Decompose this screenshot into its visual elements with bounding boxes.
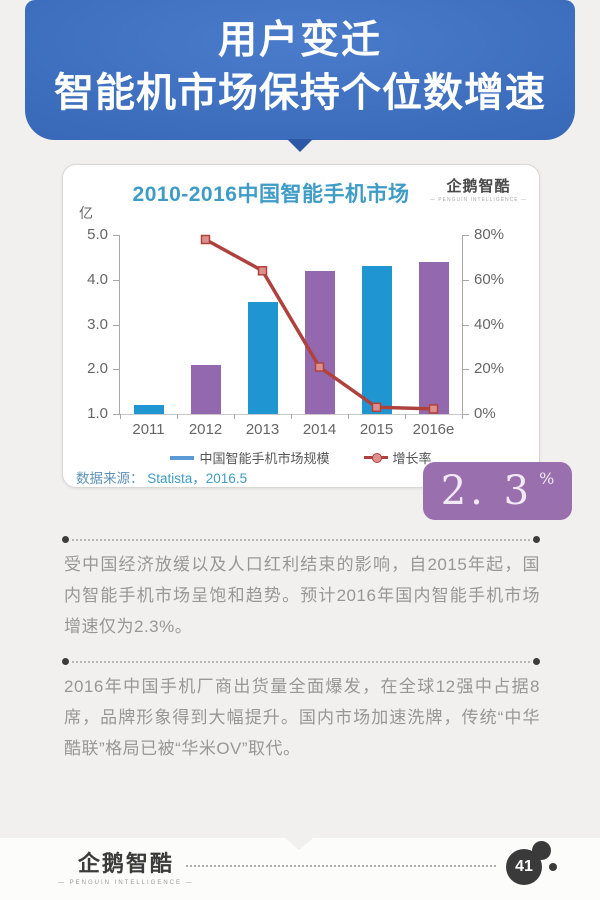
x-axis-label: 2012 (188, 421, 223, 438)
y-axis-unit-label: 亿 (79, 205, 93, 221)
y-axis-left-tick (113, 279, 120, 281)
data-source: 数据来源： Statista，2016.5 (76, 467, 247, 487)
x-axis-tick (120, 414, 121, 419)
separator-end-dot (533, 536, 540, 543)
chart-legend: 中国智能手机市场规模 增长率 (63, 448, 539, 467)
y-axis-left-label: 3.0 (87, 315, 108, 333)
growth-rate-line (200, 234, 439, 414)
footer-logo-text: 企鹅智酷 (77, 851, 174, 876)
logo-text: 企鹅智酷 (446, 178, 511, 195)
page-number-badge: 41 (506, 849, 542, 885)
chart-title: 2010-2016中国智能手机市场 (132, 183, 410, 206)
y-axis-left-tick (113, 369, 120, 371)
y-axis-left-tick (113, 414, 120, 415)
x-axis-tick (291, 414, 292, 419)
y-axis-right-tick (462, 369, 469, 371)
footer-dotted-line (186, 865, 496, 867)
y-axis-left-tick (113, 235, 120, 236)
separator-dotted-line (72, 538, 530, 541)
growth-rate-value: 2. 3 (440, 468, 534, 514)
bar-2015 (361, 266, 392, 414)
chart-card: 2010-2016中国智能手机市场 企鹅智酷 — PENGUIN INTELLI… (62, 164, 540, 488)
body-paragraph-2: 2016年中国手机厂商出货量全面爆发，在全球12强中占据8席，品牌形象得到大幅提… (64, 677, 540, 758)
x-axis-tick (462, 414, 463, 419)
logo-subtext: — PENGUIN INTELLIGENCE — (429, 197, 527, 203)
chart-plot-area: 2011 2012 2013 2014 2015 2016e 5.0 4.0 3.0 2.0 1.0… (87, 226, 504, 438)
header-title-line1: 用户变迁 (217, 19, 382, 62)
bar-2014 (304, 270, 335, 414)
line-marker (428, 404, 439, 414)
y-axis-left-label: 1.0 (87, 405, 108, 422)
y-axis-left-tick (113, 324, 120, 326)
x-axis-label: 2015 (359, 421, 394, 438)
bar-2012 (190, 364, 221, 414)
y-axis-left-label: 2.0 (87, 360, 108, 378)
separator-dotted-line (72, 660, 530, 663)
growth-rate-percent-sign: % (539, 469, 555, 488)
bar-2011 (133, 405, 164, 414)
y-axis-left-label: 4.0 (87, 270, 108, 288)
data-source-prefix: 数据来源： (76, 471, 144, 486)
data-source-value: Statista，2016.5 (147, 471, 248, 486)
legend-bar-swatch (170, 455, 195, 460)
separator-end-dot (62, 536, 69, 543)
growth-rate-badge: 2. 3 % (423, 462, 572, 520)
y-axis-right-tick (462, 414, 469, 415)
y-axis-right-label: 20% (474, 360, 505, 378)
line-marker (371, 402, 382, 413)
legend-bar-label: 中国智能手机市场规模 (199, 451, 330, 466)
y-axis-right-label: 80% (474, 226, 505, 243)
bar-2013 (247, 302, 278, 414)
y-axis-right-label: 40% (474, 315, 505, 333)
x-axis-label: 2014 (302, 421, 337, 438)
dotted-separator (62, 658, 540, 665)
legend-line-swatch (363, 453, 388, 463)
y-axis-right-tick (462, 279, 469, 281)
bar-2016e (418, 261, 449, 414)
line-marker (314, 362, 325, 372)
y-axis-right-tick (462, 235, 469, 236)
separator-end-dot (62, 658, 69, 665)
separator-end-dot (533, 658, 540, 665)
x-axis-label: 2011 (132, 421, 165, 438)
x-axis-tick (405, 414, 406, 419)
legend-item-market-size: 中国智能手机市场规模 (170, 448, 330, 467)
legend-line-label: 增长率 (392, 451, 432, 466)
header-title-line2: 智能机市场保持个位数增速 (54, 71, 546, 115)
y-axis-right-tick (462, 324, 469, 326)
legend-item-growth-rate: 增长率 (363, 448, 432, 467)
footer-logo-subtext: — PENGUIN INTELLIGENCE — (58, 880, 194, 886)
line-marker (257, 266, 268, 276)
footer-penguin-logo: 企鹅智酷 — PENGUIN INTELLIGENCE — (58, 846, 194, 886)
x-axis-label: 2016e (412, 421, 455, 438)
footer: 企鹅智酷 — PENGUIN INTELLIGENCE — 41 (0, 838, 600, 900)
x-axis-label: 2013 (245, 421, 280, 438)
line-marker (200, 234, 211, 245)
x-axis-tick (234, 414, 235, 419)
x-axis-tick (348, 414, 349, 419)
header-banner: 用户变迁 智能机市场保持个位数增速 (25, 0, 575, 140)
penguin-intelligence-logo: 企鹅智酷 — PENGUIN INTELLIGENCE — (430, 175, 527, 203)
y-axis-left-label: 5.0 (87, 226, 108, 243)
body-paragraph-1: 受中国经济放缓以及人口红利结束的影响，自2015年起，国内智能手机市场呈饱和趋势… (64, 555, 540, 636)
x-axis-tick (177, 414, 178, 419)
page-badge-dot (549, 863, 557, 871)
y-axis-right-label: 60% (474, 270, 505, 288)
y-axis-right-label: 0% (474, 405, 496, 422)
dotted-separator (62, 536, 540, 543)
